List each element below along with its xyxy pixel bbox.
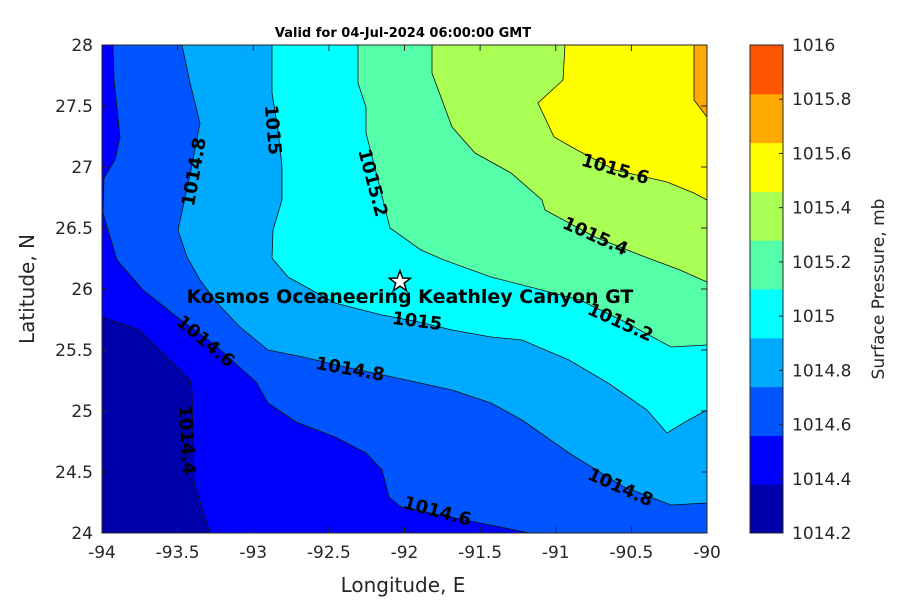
colorbar-tick-label: 1015.6 [792,144,851,164]
contour-line [177,44,708,506]
x-tick-label: -94 [88,543,116,563]
x-tick-label: -90 [693,543,721,563]
x-tick-label: -92.5 [307,543,351,563]
colorbar-tick-label: 1015 [792,307,835,327]
colorbar-swatch [750,240,783,290]
contour-label: 1015 [260,104,285,156]
x-axis-label: Longitude, E [341,573,466,597]
contour-line [537,44,708,201]
colorbar-swatch [750,484,783,534]
contour-line [271,45,708,434]
contour-line [102,44,531,534]
contour-line [693,45,708,118]
contour-label: 1014.4 [174,405,200,476]
y-tick-label: 26 [71,280,93,300]
colorbar-label: Surface Pressure, mb [869,199,889,380]
colorbar-swatch [750,337,783,388]
x-tick-label: -93.5 [156,543,200,563]
colorbar-tick-label: 1014.2 [792,524,851,544]
x-tick-label: -91 [542,543,570,563]
colorbar-tick-label: 1016 [792,36,835,56]
y-tick-label: 26.5 [55,219,93,239]
y-tick-label: 24 [71,524,93,544]
x-tick-label: -93 [239,543,267,563]
y-tick-label: 27.5 [55,97,93,117]
colorbar-swatch [750,289,783,339]
colorbar-swatch [750,191,783,241]
chart-title: Valid for 04-Jul-2024 06:00:00 GMT [275,26,531,41]
y-tick-label: 25 [71,402,93,422]
colorbar-frame [749,44,784,534]
x-tick-label: -90.5 [609,543,653,563]
y-tick-label: 28 [71,36,93,56]
contour-band [694,45,707,117]
colorbar-tick-label: 1014.6 [792,416,851,436]
colorbar-swatch [750,386,783,436]
x-tick-label: -92 [391,543,419,563]
y-tick-label: 24.5 [55,463,93,483]
colorbar-swatch [750,435,783,485]
station-marker: Kosmos Oceaneering Keathley Canyon GT [187,268,634,308]
colorbar-swatch [750,93,783,144]
colorbar-tick-label: 1014.8 [792,361,851,381]
contour-band [538,45,707,200]
colorbar-tick-label: 1015.2 [792,253,851,273]
contour-line [101,316,211,534]
colorbar-tick-label: 1014.4 [792,470,851,490]
contour-line [357,45,708,348]
colorbar: 1014.2 1014.4 1014.6 1014.8 1015 1015.2 1015.4… [749,36,851,544]
contour-lines [101,44,708,534]
y-tick-label: 27 [71,158,93,178]
y-tick-label: 25.5 [55,341,93,361]
colorbar-tick-label: 1015.8 [792,90,851,110]
star-icon [387,268,413,293]
y-axis-label: Latitude, N [15,234,39,344]
station-label: Kosmos Oceaneering Keathley Canyon GT [187,286,634,308]
colorbar-swatch [750,142,783,192]
colorbar-tick-label: 1015.4 [792,199,851,219]
axes: -94 -93.5 -93 -92.5 -92 -91.5 -91 -90.5 -90 24 24.… [55,36,721,563]
contour-line [431,45,708,283]
colorbar-swatch [750,45,783,95]
x-tick-label: -91.5 [458,543,502,563]
